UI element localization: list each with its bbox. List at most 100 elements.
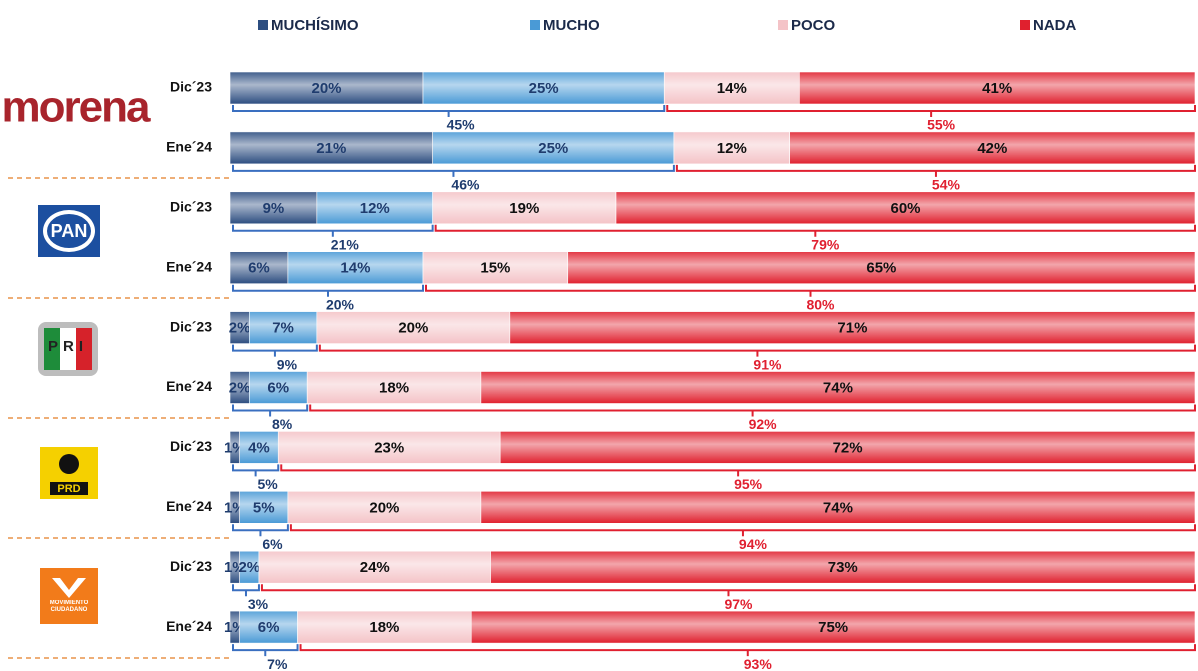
value-label: 14% <box>340 260 370 277</box>
bracket-label: 97% <box>724 596 753 612</box>
y-tick-label: Dic´23 <box>170 318 212 334</box>
bracket-positive <box>232 284 424 297</box>
value-label: 41% <box>982 80 1012 97</box>
bracket-label: 20% <box>326 296 355 312</box>
y-tick-label: Dic´23 <box>170 79 212 95</box>
logo-pri-red <box>76 328 92 370</box>
value-label: 23% <box>374 439 404 456</box>
bracket-positive <box>232 105 666 117</box>
bar-shine <box>480 491 1195 524</box>
value-label: 6% <box>248 260 270 277</box>
value-label: 4% <box>248 439 270 456</box>
legend-label: POCO <box>791 17 836 34</box>
logos: morena PAN PRI PRD MOVIMIENTO CIUDADANO <box>2 83 153 624</box>
bracket-negative <box>299 644 1196 657</box>
bracket-positive <box>232 464 280 477</box>
value-label: 72% <box>833 439 863 456</box>
bar-shine <box>230 72 423 104</box>
bracket-negative <box>675 164 1196 177</box>
bracket-label: 80% <box>806 296 835 312</box>
value-label: 73% <box>828 559 858 576</box>
bracket-label: 46% <box>451 177 480 193</box>
bar-shine <box>673 131 790 164</box>
bar-shine <box>432 131 674 164</box>
bracket-positive <box>232 224 434 237</box>
bar-shine <box>616 191 1195 224</box>
bracket-label: 93% <box>744 656 773 671</box>
bar-shine <box>239 431 279 464</box>
bracket-negative <box>434 224 1196 237</box>
value-label: 60% <box>890 200 920 217</box>
value-label: 14% <box>717 80 747 97</box>
value-label: 5% <box>253 499 275 516</box>
bar-shine <box>799 72 1195 104</box>
value-label: 2% <box>229 320 251 337</box>
value-label: 42% <box>977 140 1007 157</box>
logo-mc-text: MOVIMIENTO CIUDADANO <box>49 600 89 613</box>
bar-shine <box>230 611 240 644</box>
y-tick-label: Dic´23 <box>170 199 212 215</box>
legend-label: MUCHÍSIMO <box>271 17 359 34</box>
value-label: 75% <box>818 619 848 636</box>
bracket-positive <box>232 164 675 177</box>
value-label: 74% <box>823 499 853 516</box>
bar-shine <box>316 191 433 224</box>
bar-shine <box>423 72 665 104</box>
bar-shine <box>432 191 616 224</box>
bracket-label: 21% <box>331 237 360 253</box>
y-tick-label: Ene´24 <box>166 498 212 514</box>
logo-mc-label: MOVIMIENTO CIUDADANO <box>49 600 89 613</box>
value-label: 19% <box>509 200 539 217</box>
value-label: 9% <box>263 200 285 217</box>
logo-pan-text: PAN <box>51 221 88 241</box>
bar-shine <box>316 311 510 344</box>
bracket-label: 8% <box>272 416 293 432</box>
bar-shine <box>230 191 317 224</box>
bar-shine <box>789 131 1195 164</box>
bar-shine <box>567 251 1195 284</box>
bracket-negative <box>260 584 1196 597</box>
bracket-negative <box>280 464 1196 477</box>
bar-shine <box>500 431 1195 464</box>
bracket-label: 6% <box>262 536 283 552</box>
value-label: 7% <box>272 320 294 337</box>
logo-prd-text: PRD <box>57 483 80 495</box>
bar-shine <box>230 491 240 524</box>
value-label: 12% <box>717 140 747 157</box>
y-tick-label: Ene´24 <box>166 618 212 634</box>
bracket-positive <box>232 524 289 537</box>
bar-shine <box>287 251 423 284</box>
bracket-label: 54% <box>932 177 961 193</box>
bracket-label: 79% <box>811 237 840 253</box>
bracket-label: 91% <box>753 356 782 372</box>
value-label: 15% <box>480 260 510 277</box>
y-tick-label: Ene´24 <box>166 139 212 155</box>
value-label: 18% <box>369 619 399 636</box>
bar-shine <box>230 131 433 164</box>
bracket-label: 3% <box>248 596 269 612</box>
bar-shine <box>423 251 568 284</box>
bar-shine <box>230 251 288 284</box>
bracket-negative <box>425 284 1196 297</box>
bracket-label: 45% <box>447 117 476 133</box>
value-label: 65% <box>866 260 896 277</box>
bracket-negative <box>666 105 1196 117</box>
logo-morena: morena <box>2 83 151 132</box>
bracket-negative <box>289 524 1196 537</box>
logo-pri-green <box>44 328 60 370</box>
logo-prd-sun <box>59 454 79 474</box>
value-label: 25% <box>529 80 559 97</box>
bar-shine <box>307 371 481 404</box>
bar-shine <box>278 431 501 464</box>
bar-shine <box>230 551 240 584</box>
bracket-positive <box>232 344 318 357</box>
value-label: 2% <box>238 559 260 576</box>
bar-shine <box>471 611 1195 644</box>
y-tick-label: Dic´23 <box>170 438 212 454</box>
bar-shine <box>230 311 250 344</box>
legend-swatch <box>258 20 268 30</box>
value-label: 18% <box>379 379 409 396</box>
legend-swatch <box>530 20 540 30</box>
bar-shine <box>490 551 1195 584</box>
value-label: 12% <box>360 200 390 217</box>
